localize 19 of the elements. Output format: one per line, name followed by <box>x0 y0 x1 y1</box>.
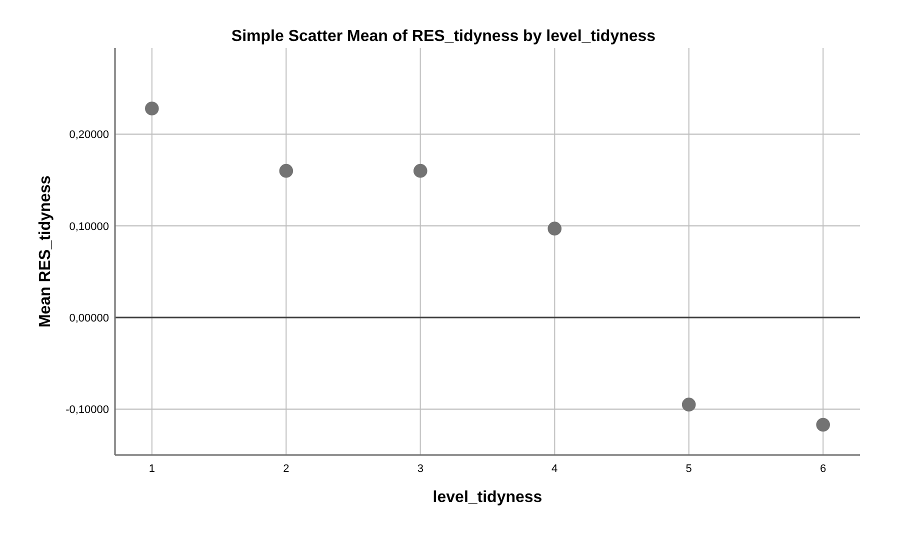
point <box>816 418 830 432</box>
point <box>279 164 294 178</box>
x-tick-label: 1 <box>148 463 155 475</box>
x-axis-title: level_tidyness <box>432 489 542 506</box>
x-tick-label: 3 <box>417 463 424 475</box>
x-tick-label: 4 <box>552 463 558 475</box>
point <box>548 222 562 236</box>
point <box>145 102 159 116</box>
y-tick-label: 0,10000 <box>69 220 109 233</box>
y-tick-label: 0,00000 <box>69 312 109 324</box>
x-tick-label: 2 <box>283 463 290 475</box>
y-tick-label: 0,20000 <box>69 129 109 142</box>
y-axis-title: Mean RES_tidyness <box>37 175 54 328</box>
x-tick-label: 5 <box>686 463 692 475</box>
point <box>682 398 696 412</box>
y-tick-label: -0,10000 <box>66 404 109 416</box>
chart-title: Simple Scatter Mean of RES_tidyness by level_tidyness <box>231 28 656 45</box>
point <box>413 164 428 178</box>
x-tick-label: 6 <box>820 463 826 475</box>
